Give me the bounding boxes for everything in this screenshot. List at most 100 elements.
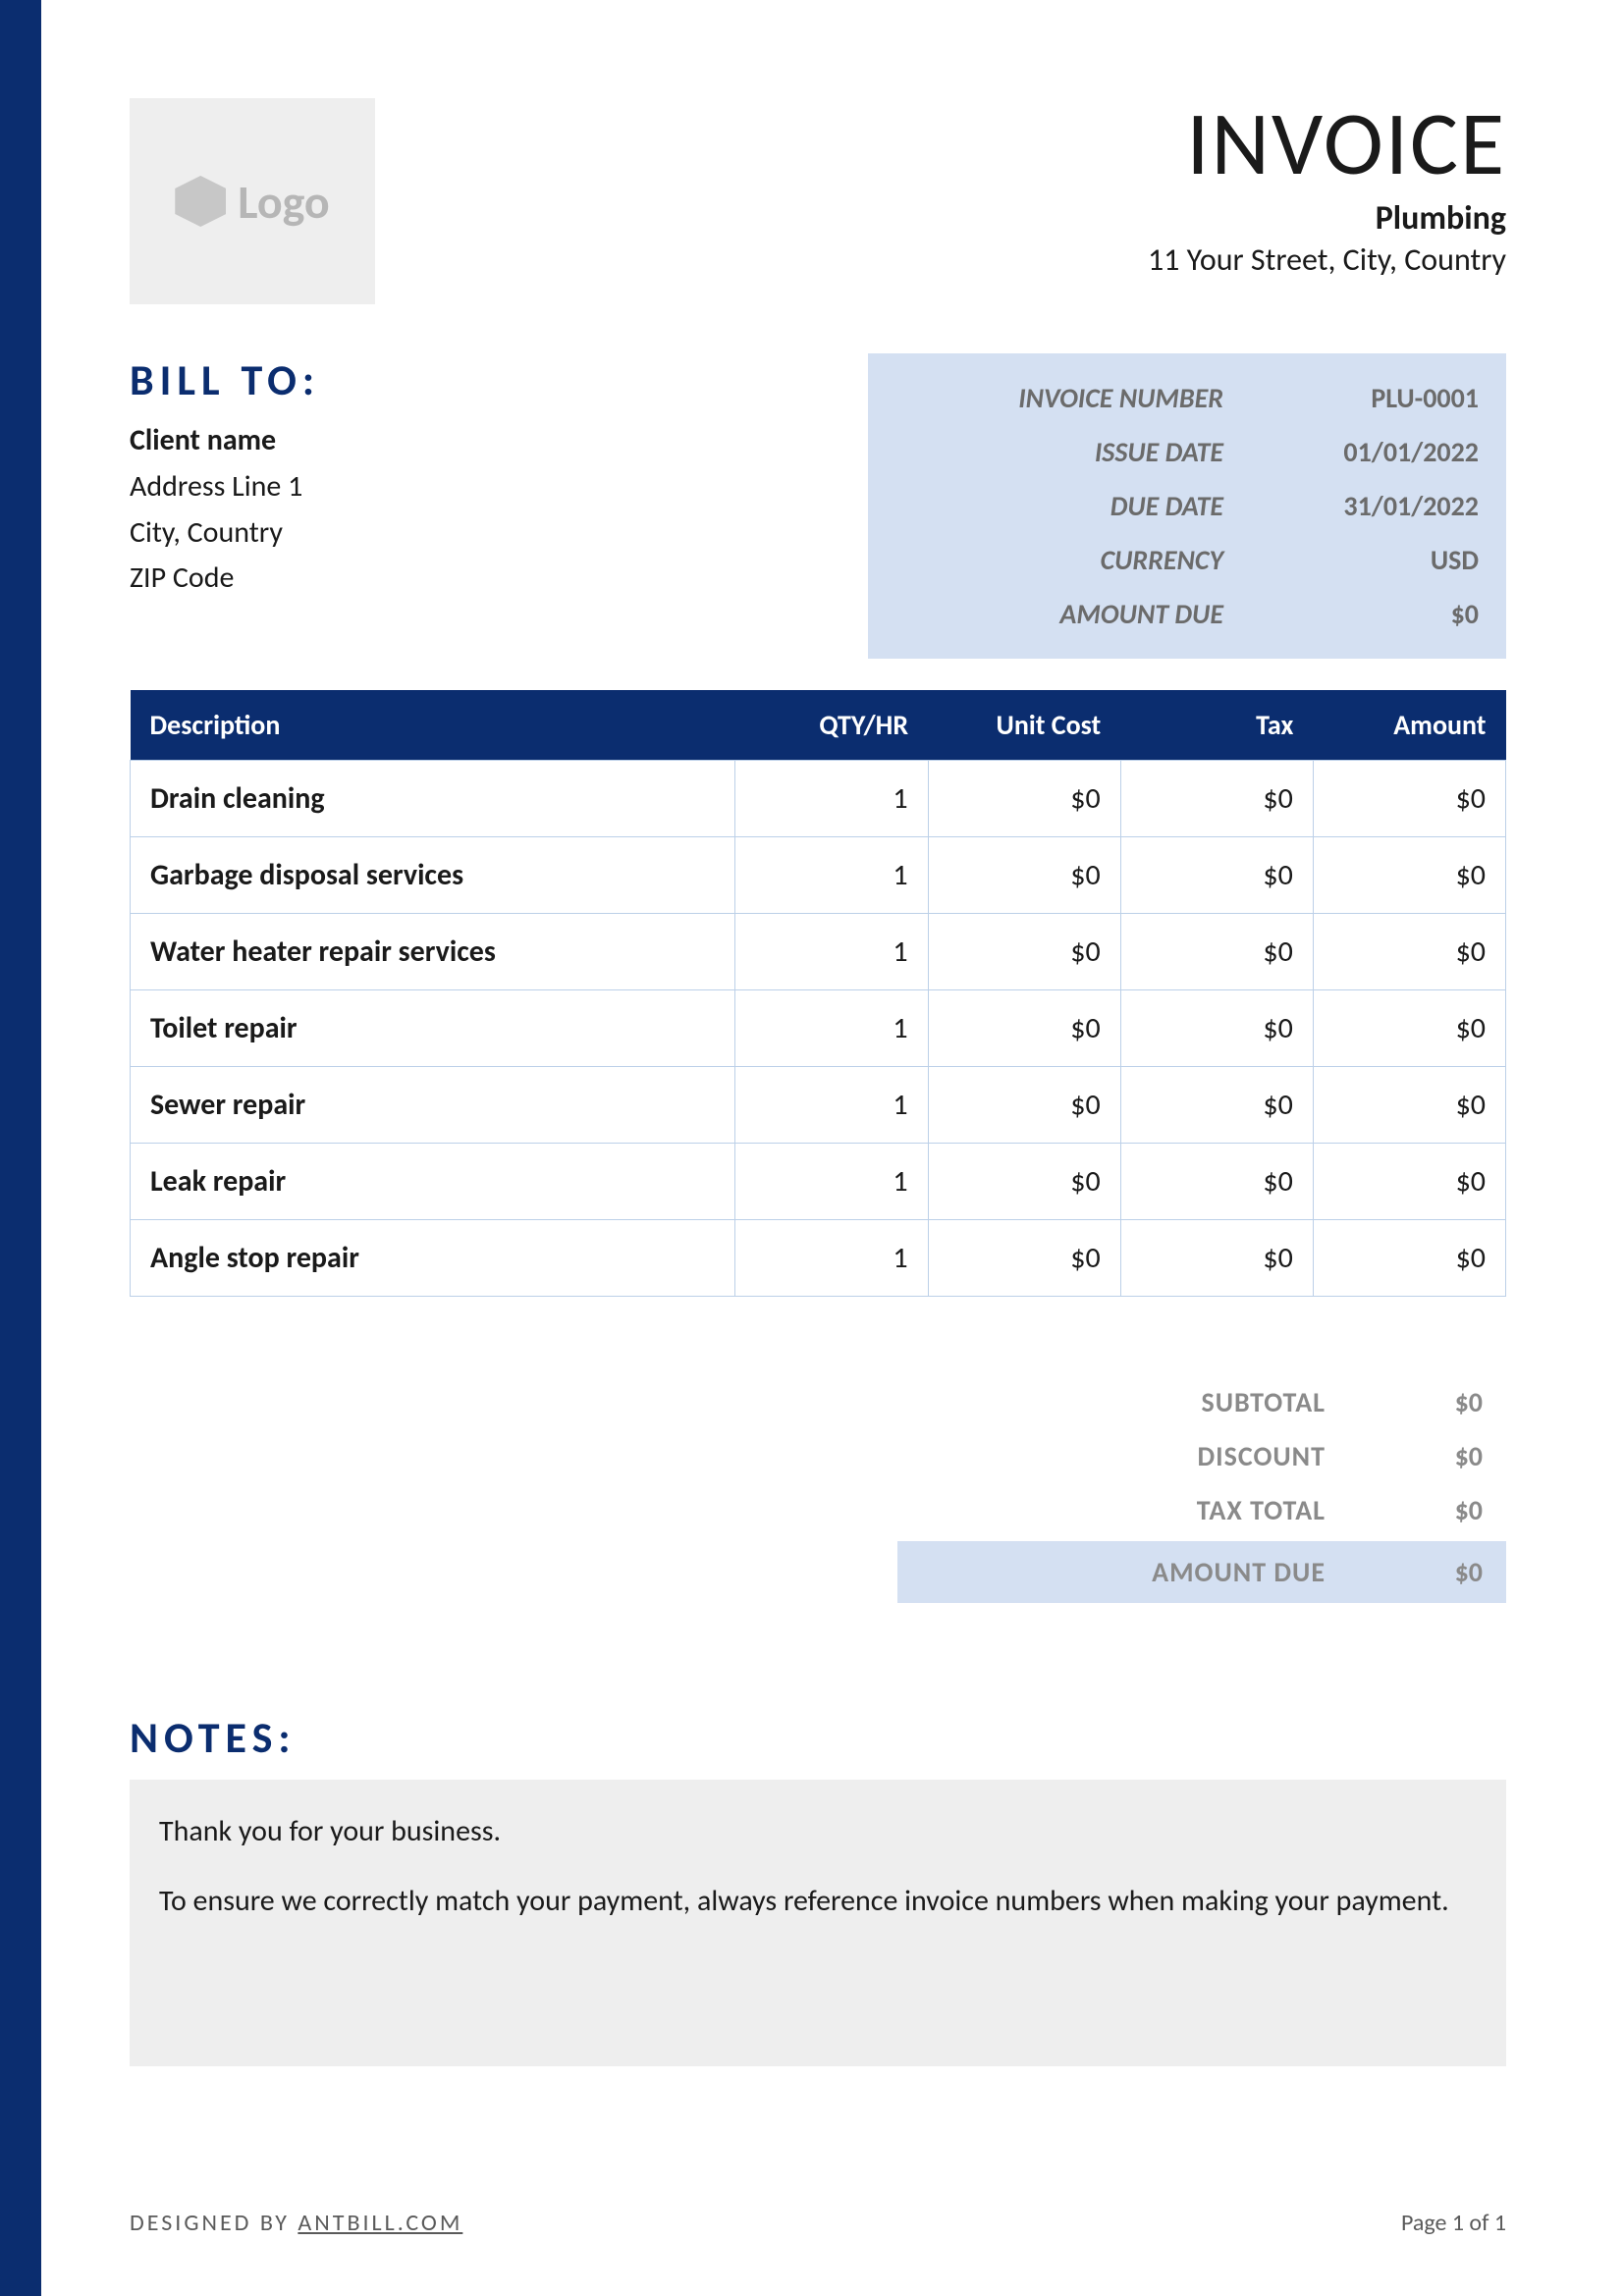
table-row: Drain cleaning1$0$0$0 (131, 761, 1506, 837)
cell-unit_cost: $0 (928, 1144, 1120, 1220)
cell-unit_cost: $0 (928, 914, 1120, 990)
cell-description: Garbage disposal services (131, 837, 735, 914)
bill-to: BILL TO: Client name Address Line 1 City… (130, 353, 719, 602)
totals-row: TAX TOTAL$0 (897, 1483, 1506, 1537)
header: Logo INVOICE Plumbing 11 Your Street, Ci… (130, 98, 1506, 304)
notes-section: NOTES: Thank you for your business. To e… (130, 1711, 1506, 2066)
cell-tax: $0 (1120, 1144, 1313, 1220)
cell-amount: $0 (1313, 1220, 1505, 1297)
table-row: Garbage disposal services1$0$0$0 (131, 837, 1506, 914)
notes-title: NOTES: (130, 1711, 1506, 1764)
meta-row: DUE DATE31/01/2022 (895, 479, 1479, 533)
col-amount: Amount (1313, 690, 1505, 761)
totals-label: TAX TOTAL (921, 1493, 1365, 1527)
cell-unit_cost: $0 (928, 1220, 1120, 1297)
meta-value: $0 (1263, 597, 1479, 631)
table-row: Sewer repair1$0$0$0 (131, 1067, 1506, 1144)
amount-due-value: $0 (1365, 1555, 1483, 1589)
meta-label: CURRENCY (895, 543, 1263, 577)
cell-qty: 1 (735, 1067, 928, 1144)
cell-tax: $0 (1120, 837, 1313, 914)
header-right: INVOICE Plumbing 11 Your Street, City, C… (1148, 98, 1506, 279)
invoice-meta: INVOICE NUMBERPLU-0001ISSUE DATE01/01/20… (868, 353, 1506, 659)
totals-label: SUBTOTAL (921, 1385, 1365, 1419)
cell-qty: 1 (735, 761, 928, 837)
totals-label: DISCOUNT (921, 1439, 1365, 1473)
cell-qty: 1 (735, 1144, 928, 1220)
cell-tax: $0 (1120, 761, 1313, 837)
cell-qty: 1 (735, 914, 928, 990)
table-header-row: Description QTY/HR Unit Cost Tax Amount (131, 690, 1506, 761)
table-row: Angle stop repair1$0$0$0 (131, 1220, 1506, 1297)
totals-value: $0 (1365, 1439, 1483, 1473)
notes-line-2: To ensure we correctly match your paymen… (159, 1879, 1477, 1923)
page-number: Page 1 of 1 (1401, 2209, 1506, 2237)
cell-amount: $0 (1313, 837, 1505, 914)
client-name: Client name (130, 422, 719, 458)
info-row: BILL TO: Client name Address Line 1 City… (130, 353, 1506, 659)
cell-amount: $0 (1313, 1067, 1505, 1144)
bill-to-title: BILL TO: (130, 353, 719, 406)
cell-description: Angle stop repair (131, 1220, 735, 1297)
client-zip: ZIP Code (130, 556, 719, 602)
totals-value: $0 (1365, 1385, 1483, 1419)
meta-value: 31/01/2022 (1263, 489, 1479, 523)
meta-label: ISSUE DATE (895, 435, 1263, 469)
cell-amount: $0 (1313, 990, 1505, 1067)
notes-box: Thank you for your business. To ensure w… (130, 1780, 1506, 2066)
table-row: Toilet repair1$0$0$0 (131, 990, 1506, 1067)
footer: DESIGNED BY ANTBILL.COM Page 1 of 1 (130, 2209, 1506, 2237)
col-unit-cost: Unit Cost (928, 690, 1120, 761)
cell-unit_cost: $0 (928, 1067, 1120, 1144)
cell-unit_cost: $0 (928, 990, 1120, 1067)
cell-amount: $0 (1313, 914, 1505, 990)
col-qty: QTY/HR (735, 690, 928, 761)
meta-value: 01/01/2022 (1263, 435, 1479, 469)
col-description: Description (131, 690, 735, 761)
notes-line-1: Thank you for your business. (159, 1809, 1477, 1853)
cell-qty: 1 (735, 837, 928, 914)
meta-row: INVOICE NUMBERPLU-0001 (895, 371, 1479, 425)
designed-by: DESIGNED BY ANTBILL.COM (130, 2209, 462, 2237)
cell-unit_cost: $0 (928, 837, 1120, 914)
amount-due-label: AMOUNT DUE (921, 1555, 1365, 1589)
table-row: Leak repair1$0$0$0 (131, 1144, 1506, 1220)
designed-link[interactable]: ANTBILL.COM (298, 2209, 462, 2237)
logo-text: Logo (238, 173, 329, 231)
col-tax: Tax (1120, 690, 1313, 761)
meta-label: DUE DATE (895, 489, 1263, 523)
company-address: 11 Your Street, City, Country (1148, 240, 1506, 279)
cell-amount: $0 (1313, 761, 1505, 837)
cube-icon (175, 176, 226, 227)
cell-tax: $0 (1120, 1220, 1313, 1297)
client-city-country: City, Country (130, 510, 719, 557)
company-name: Plumbing (1148, 198, 1506, 239)
meta-label: AMOUNT DUE (895, 597, 1263, 631)
line-items-table: Description QTY/HR Unit Cost Tax Amount … (130, 690, 1506, 1297)
meta-row: ISSUE DATE01/01/2022 (895, 425, 1479, 479)
invoice-page: Logo INVOICE Plumbing 11 Your Street, Ci… (41, 0, 1624, 2296)
totals: SUBTOTAL$0DISCOUNT$0TAX TOTAL$0AMOUNT DU… (130, 1375, 1506, 1603)
totals-value: $0 (1365, 1493, 1483, 1527)
meta-label: INVOICE NUMBER (895, 381, 1263, 415)
invoice-title: INVOICE (1148, 98, 1506, 188)
cell-unit_cost: $0 (928, 761, 1120, 837)
logo-placeholder: Logo (130, 98, 375, 304)
accent-sidebar (0, 0, 41, 2296)
designed-prefix: DESIGNED BY (130, 2209, 298, 2237)
meta-row: CURRENCYUSD (895, 533, 1479, 587)
meta-value: PLU-0001 (1263, 381, 1479, 415)
cell-description: Drain cleaning (131, 761, 735, 837)
client-address-1: Address Line 1 (130, 464, 719, 510)
cell-tax: $0 (1120, 990, 1313, 1067)
cell-description: Toilet repair (131, 990, 735, 1067)
cell-description: Leak repair (131, 1144, 735, 1220)
cell-description: Sewer repair (131, 1067, 735, 1144)
table-row: Water heater repair services1$0$0$0 (131, 914, 1506, 990)
cell-description: Water heater repair services (131, 914, 735, 990)
cell-qty: 1 (735, 990, 928, 1067)
cell-amount: $0 (1313, 1144, 1505, 1220)
totals-row: SUBTOTAL$0 (897, 1375, 1506, 1429)
meta-value: USD (1263, 543, 1479, 577)
amount-due-row: AMOUNT DUE$0 (897, 1541, 1506, 1603)
